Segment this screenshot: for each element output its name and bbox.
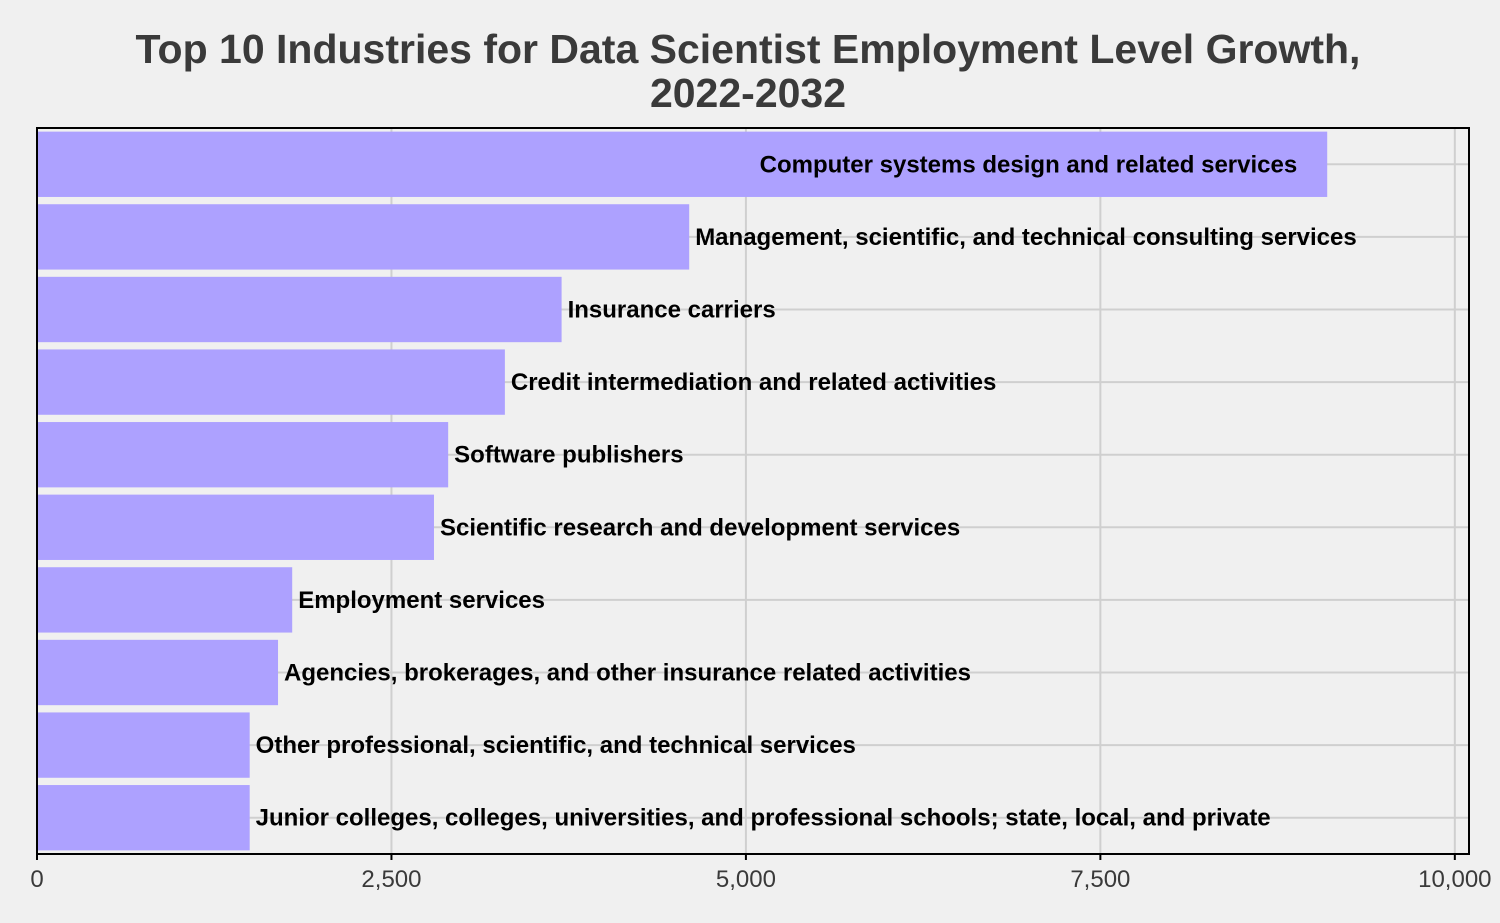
bars bbox=[37, 131, 1328, 851]
chart-title-line-2: 2022-2032 bbox=[650, 70, 846, 116]
bar-label: Insurance carriers bbox=[568, 297, 776, 324]
bar-label: Software publishers bbox=[454, 442, 683, 469]
bar bbox=[37, 567, 293, 633]
bar-label: Agencies, brokerages, and other insuranc… bbox=[284, 660, 971, 687]
x-tick-label: 5,000 bbox=[716, 866, 776, 893]
bar-label: Scientific research and development serv… bbox=[440, 514, 960, 541]
bar bbox=[37, 494, 434, 560]
bar bbox=[37, 204, 690, 270]
bar bbox=[37, 276, 562, 343]
bar-label: Computer systems design and related serv… bbox=[760, 151, 1298, 178]
x-axis-ticks: 0 2,500 5,000 7,500 10,000 bbox=[30, 854, 1492, 893]
bar bbox=[37, 712, 250, 778]
bar bbox=[37, 131, 1328, 197]
bar bbox=[37, 349, 505, 415]
plot-frame bbox=[36, 127, 1470, 855]
bar bbox=[37, 785, 250, 851]
bar-labels: Computer systems design and related serv… bbox=[256, 151, 1357, 831]
x-tick-label: 10,000 bbox=[1418, 866, 1491, 893]
bar bbox=[37, 639, 279, 706]
x-tick-label: 7,500 bbox=[1070, 866, 1130, 893]
bar-label: Other professional, scientific, and tech… bbox=[256, 732, 856, 759]
bar-label: Credit intermediation and related activi… bbox=[511, 369, 996, 396]
x-tick-label: 2,500 bbox=[361, 866, 421, 893]
bar bbox=[37, 422, 449, 488]
bar-label: Employment services bbox=[298, 587, 545, 614]
bar-label: Junior colleges, colleges, universities,… bbox=[256, 805, 1271, 832]
bar-label: Management, scientific, and technical co… bbox=[695, 224, 1357, 251]
x-tick-label: 0 bbox=[30, 866, 43, 893]
chart-title-line-1: Top 10 Industries for Data Scientist Emp… bbox=[136, 26, 1361, 72]
